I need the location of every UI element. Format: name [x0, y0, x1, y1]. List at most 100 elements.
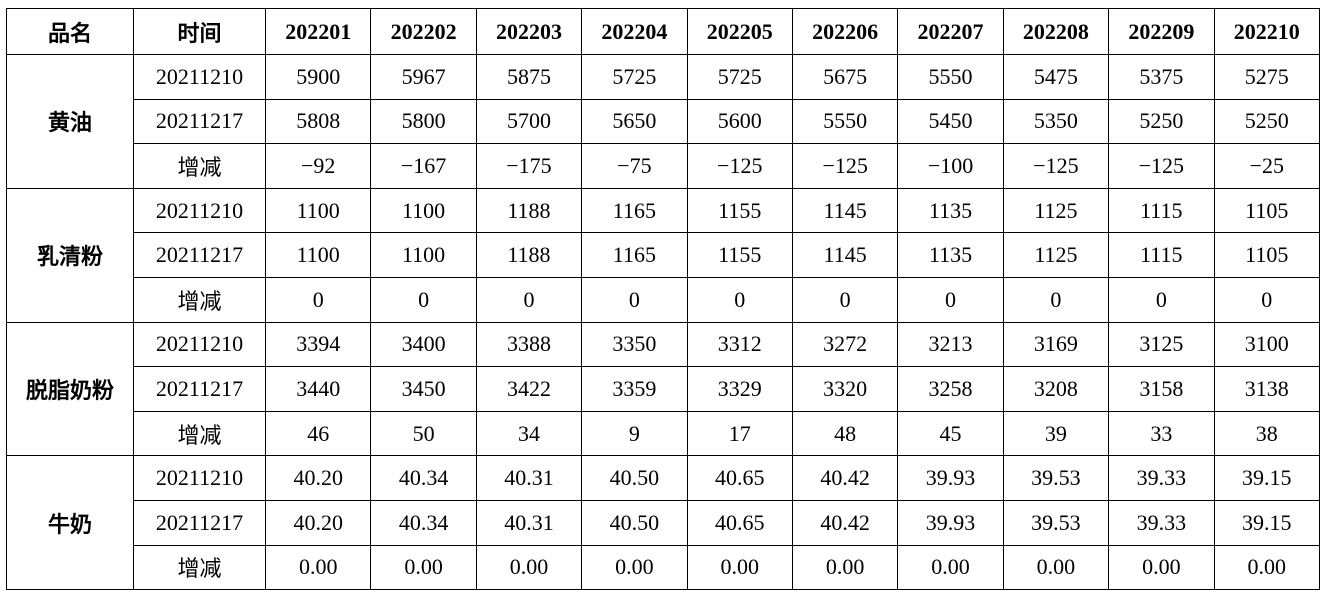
value-cell: −125	[1002, 143, 1110, 189]
value-cell: 5475	[1002, 54, 1110, 100]
product-name: 牛奶	[6, 455, 134, 591]
value-cell: 3312	[686, 321, 793, 368]
value-cell: 1125	[1002, 187, 1110, 234]
table-row: 脱脂奶粉 20211210 3394 3400 3388 3350 3312 3272 3213…	[6, 321, 1321, 457]
product-name: 乳清粉	[6, 187, 134, 323]
value-cell: 1100	[370, 232, 477, 278]
value-cell: 39.33	[1108, 455, 1215, 501]
value-cell: 3125	[1108, 321, 1215, 368]
value-cell: 40.34	[370, 455, 477, 501]
value-cell: 5550	[791, 98, 899, 145]
value-cell: 9	[581, 410, 688, 457]
header-cell: 202201	[264, 8, 372, 55]
date-cell: 20211210	[133, 455, 266, 501]
value-cell: 0.00	[581, 544, 688, 591]
value-cell: 3320	[791, 366, 899, 412]
value-cell: 5275	[1213, 54, 1321, 100]
value-cell: 40.65	[686, 499, 793, 546]
value-cell: 0	[264, 276, 372, 323]
value-cell: 40.20	[264, 499, 372, 546]
value-cell: 0	[475, 276, 583, 323]
value-cell: 0	[1108, 276, 1215, 323]
value-cell: 5900	[264, 54, 372, 100]
value-cell: −92	[264, 143, 372, 189]
header-cell: 202210	[1213, 8, 1321, 55]
value-cell: 5375	[1108, 54, 1215, 100]
header-cell: 202206	[791, 8, 899, 55]
value-cell: 0	[686, 276, 793, 323]
value-cell: 3359	[581, 366, 688, 412]
value-cell: 33	[1108, 410, 1215, 457]
table-row: 20211217 1100 1100 1188 1165 1155 1145 1135 1125…	[7, 232, 1321, 278]
value-cell: 38	[1213, 410, 1321, 457]
date-cell: 20211217	[133, 232, 266, 278]
value-cell: 3100	[1213, 321, 1321, 368]
header-cell: 202204	[581, 8, 688, 55]
value-cell: 3169	[1002, 321, 1110, 368]
value-cell: 48	[791, 410, 899, 457]
value-cell: 5800	[370, 98, 477, 145]
value-cell: −167	[370, 143, 477, 189]
value-cell: 3258	[897, 366, 1004, 412]
date-cell: 增减	[133, 410, 266, 457]
value-cell: 3388	[475, 321, 583, 368]
value-cell: 1155	[686, 187, 793, 234]
value-cell: 5808	[264, 98, 372, 145]
header-row: 品名 时间 202201 202202 202203 202204 202205 202206…	[6, 8, 1321, 55]
table-row: 增减 −92 −167 −175 −75 −125 −125 −100 −125 −125 −25	[7, 143, 1321, 189]
date-cell: 20211217	[133, 98, 266, 145]
value-cell: 5450	[897, 98, 1004, 145]
value-cell: 39.53	[1002, 455, 1110, 501]
table-row: 20211217 40.20 40.34 40.31 40.50 40.65 40.42 39…	[7, 499, 1321, 546]
value-cell: −125	[791, 143, 899, 189]
header-cell: 202202	[370, 8, 477, 55]
value-cell: 5250	[1213, 98, 1321, 145]
value-cell: 40.34	[370, 499, 477, 546]
date-cell: 20211217	[133, 499, 266, 546]
value-cell: 1115	[1108, 232, 1215, 278]
table-row: 牛奶 20211210 40.20 40.34 40.31 40.50 40.65 40.42…	[6, 455, 1321, 591]
table-body: 黄油 20211210 5900 5967 5875 5725 5725 5675 5550 54…	[6, 54, 1321, 591]
value-cell: 3400	[370, 321, 477, 368]
value-cell: 40.65	[686, 455, 793, 501]
value-cell: 0	[791, 276, 899, 323]
value-cell: −125	[1108, 143, 1215, 189]
value-cell: 0.00	[686, 544, 793, 591]
table-row: 增减 46 50 34 9 17 48 45 39 33 38	[7, 410, 1321, 457]
value-cell: 39.15	[1213, 455, 1321, 501]
value-cell: 5600	[686, 98, 793, 145]
value-cell: 0.00	[475, 544, 583, 591]
value-cell: 5250	[1108, 98, 1215, 145]
value-cell: 0.00	[791, 544, 899, 591]
value-cell: 0.00	[264, 544, 372, 591]
value-cell: 0	[581, 276, 688, 323]
value-cell: 1100	[264, 232, 372, 278]
value-cell: 3208	[1002, 366, 1110, 412]
price-table: 品名 时间 202201 202202 202203 202204 202205 202206…	[6, 8, 1321, 591]
value-cell: 0.00	[1108, 544, 1215, 591]
value-cell: 0.00	[370, 544, 477, 591]
value-cell: 1155	[686, 232, 793, 278]
date-cell: 20211210	[133, 54, 266, 100]
value-cell: 0.00	[897, 544, 1004, 591]
value-cell: 46	[264, 410, 372, 457]
value-cell: 5650	[581, 98, 688, 145]
value-cell: 5350	[1002, 98, 1110, 145]
value-cell: 1165	[581, 187, 688, 234]
date-cell: 增减	[133, 544, 266, 591]
value-cell: 1135	[897, 187, 1004, 234]
value-cell: 1105	[1213, 187, 1321, 234]
value-cell: 39	[1002, 410, 1110, 457]
value-cell: 45	[897, 410, 1004, 457]
value-cell: 40.50	[581, 499, 688, 546]
date-cell: 增减	[133, 276, 266, 323]
product-name: 脱脂奶粉	[6, 321, 134, 457]
value-cell: 0.00	[1002, 544, 1110, 591]
value-cell: 1145	[791, 187, 899, 234]
value-cell: −125	[686, 143, 793, 189]
value-cell: 5725	[686, 54, 793, 100]
value-cell: −100	[897, 143, 1004, 189]
value-cell: 40.31	[475, 499, 583, 546]
value-cell: 3138	[1213, 366, 1321, 412]
